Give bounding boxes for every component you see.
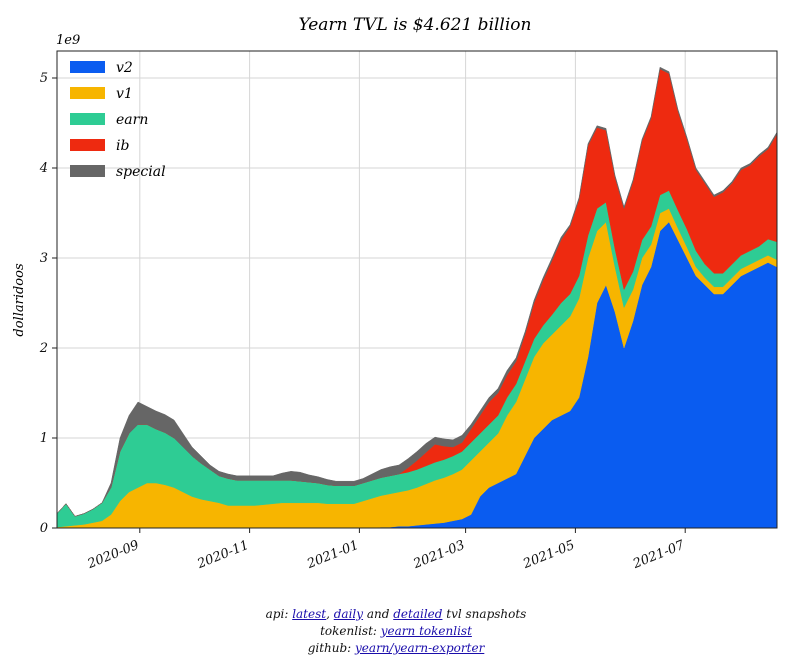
y-axis-offset-text: 1e9: [56, 33, 80, 48]
x-tick-label: 2021-03: [410, 538, 467, 573]
x-tick-label: 2020-09: [85, 538, 142, 573]
tokenlist-line: tokenlist: yearn tokenlist: [0, 623, 792, 640]
legend-swatch-v2: [70, 61, 105, 73]
daily-link[interactable]: daily: [333, 607, 364, 621]
x-tick-label: 2020-11: [194, 538, 251, 573]
api-line: api: latest, daily and detailed tvl snap…: [0, 606, 792, 623]
separator: and: [363, 607, 394, 621]
y-tick-label: 0: [40, 521, 48, 536]
tokenlist-prefix: tokenlist:: [320, 624, 381, 638]
x-tick-label: 2021-05: [520, 538, 577, 573]
y-tick-label: 2: [39, 341, 48, 356]
legend-label-v2: v2: [116, 60, 133, 76]
x-axis-ticks: 2020-09 2020-11 2021-01 2021-03 2021-05 2021-…: [85, 528, 687, 573]
api-suffix: tvl snapshots: [442, 607, 527, 621]
y-tick-label: 4: [39, 161, 48, 176]
legend-label-earn: earn: [116, 112, 148, 128]
legend-swatch-v1: [70, 87, 105, 99]
github-prefix: github:: [307, 641, 356, 655]
detailed-link[interactable]: detailed: [393, 607, 443, 621]
legend-label-v1: v1: [116, 86, 133, 102]
legend-swatch-earn: [70, 113, 105, 125]
y-tick-label: 5: [40, 71, 48, 86]
separator: ,: [326, 607, 334, 621]
footer-links: api: latest, daily and detailed tvl snap…: [0, 606, 792, 657]
latest-link[interactable]: latest: [292, 607, 327, 621]
tvl-chart: Yearn TVL is $4.621 billion 1e9 dollarid…: [12, 15, 778, 573]
github-line: github: yearn/yearn-exporter: [0, 640, 792, 657]
y-tick-label: 1: [40, 431, 48, 446]
x-tick-label: 2021-01: [304, 538, 361, 573]
legend-swatch-special: [70, 165, 105, 177]
legend-label-ib: ib: [116, 138, 129, 154]
y-axis-label: dollaridoos: [12, 263, 27, 337]
y-tick-label: 3: [40, 251, 48, 266]
chart-title: Yearn TVL is $4.621 billion: [299, 15, 532, 35]
y-axis-ticks: 0 1 2 3 4 5: [39, 71, 57, 536]
yearn-tokenlist-link[interactable]: yearn tokenlist: [380, 624, 472, 638]
stacked-areas: [56, 66, 778, 529]
x-tick-label: 2021-07: [630, 538, 687, 573]
plot-frame: [56, 50, 778, 529]
legend-swatch-ib: [70, 139, 105, 151]
legend: v2 v1 earn ib special: [70, 60, 166, 180]
legend-label-special: special: [116, 164, 166, 180]
yearn-exporter-link[interactable]: yearn/yearn-exporter: [355, 641, 485, 655]
api-prefix: api:: [265, 607, 293, 621]
